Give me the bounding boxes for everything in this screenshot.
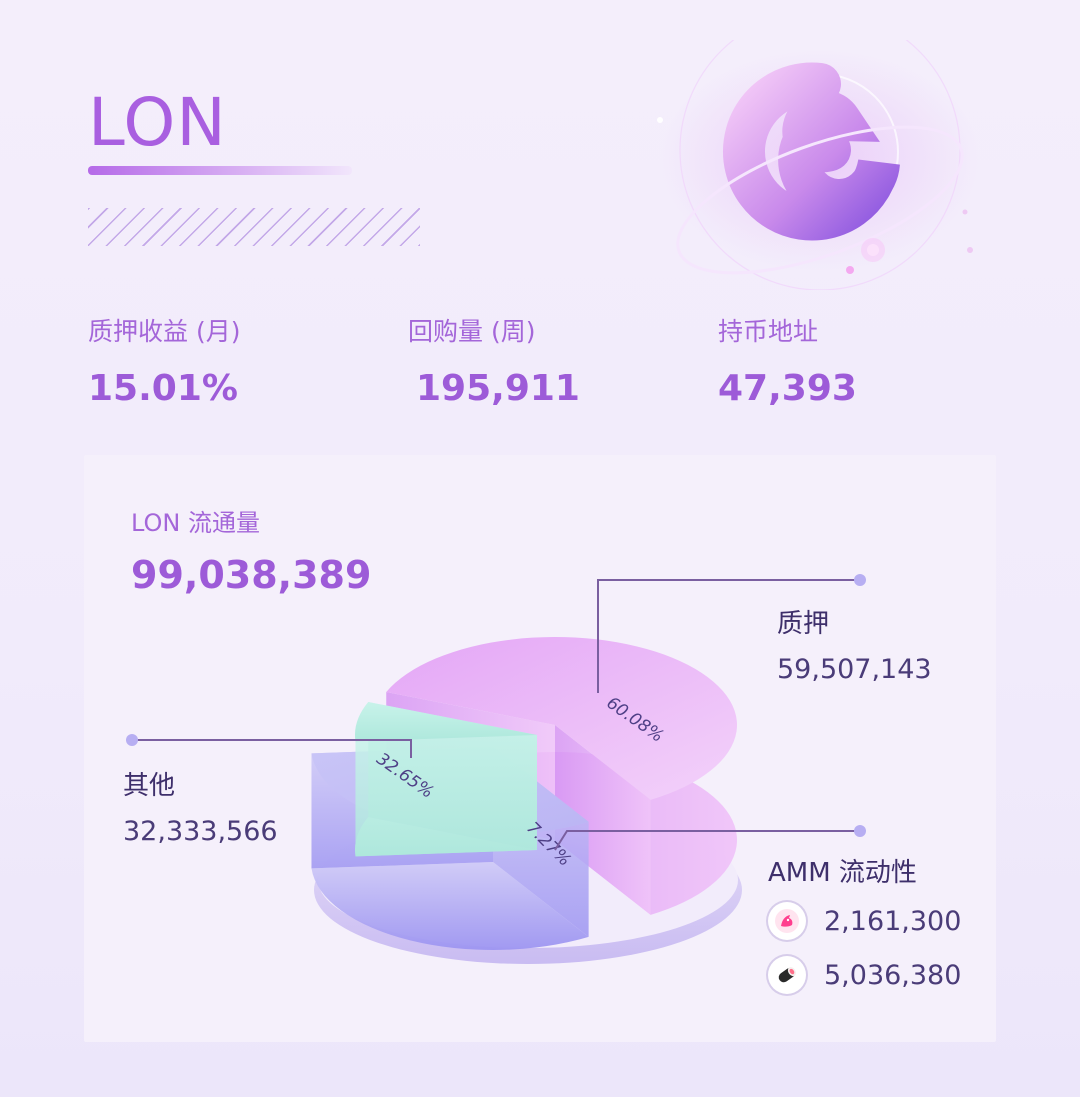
stat-buyback: 回购量 (周) 195,911 xyxy=(408,312,580,409)
stat-value: 195,911 xyxy=(416,368,580,409)
legend-staking-title: 质押 xyxy=(777,609,830,639)
legend-other-title: 其他 xyxy=(123,771,176,801)
brand-logo-icon xyxy=(657,40,980,290)
stat-label: 持币地址 xyxy=(718,317,819,346)
leader-dot-amm xyxy=(854,825,866,837)
amm-uniswap-value: 2,161,300 xyxy=(824,905,962,937)
leader-dot-staking xyxy=(854,574,866,586)
page-title: LON xyxy=(88,84,227,161)
legend-other-value: 32,333,566 xyxy=(123,816,278,847)
stat-value: 15.01% xyxy=(88,368,238,409)
stat-staking-yield: 质押收益 (月) 15.01% xyxy=(88,312,240,409)
legend-staking-value: 59,507,143 xyxy=(777,654,932,685)
amm-sushiswap-row: 5,036,380 xyxy=(768,956,961,994)
legend-amm-title: AMM 流动性 xyxy=(768,858,917,888)
amm-uniswap-row: 2,161,300 xyxy=(768,902,961,940)
unicorn-icon xyxy=(768,902,806,940)
pie-slice-amm xyxy=(355,702,537,857)
decorative-hatch xyxy=(88,208,420,246)
title-underline xyxy=(88,166,352,175)
circulation-label: LON 流通量 xyxy=(131,509,260,537)
amm-sushiswap-value: 5,036,380 xyxy=(824,959,962,991)
sushi-icon xyxy=(768,956,806,994)
leader-dot-other xyxy=(126,734,138,746)
stat-label: 回购量 (周) xyxy=(408,317,536,346)
circulation-value: 99,038,389 xyxy=(131,553,372,597)
leader-line-staking xyxy=(597,579,860,693)
stat-holders: 持币地址 47,393 xyxy=(718,312,857,409)
leader-line-amm xyxy=(554,830,860,851)
stat-label: 质押收益 (月) xyxy=(88,317,241,346)
stat-value: 47,393 xyxy=(718,368,857,409)
leader-line-other xyxy=(132,739,412,758)
